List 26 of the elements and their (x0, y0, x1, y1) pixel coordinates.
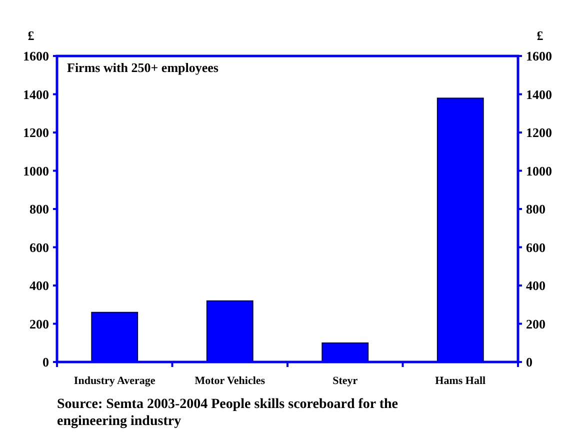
y2-tick-label: 600 (526, 240, 546, 255)
y2-tick-label: 200 (526, 316, 546, 332)
y-tick-label: 400 (30, 278, 49, 294)
y-tick-label: 0 (42, 354, 49, 370)
y2-tick-label: 1600 (526, 48, 552, 64)
annotation: Firms with 250+ employees (67, 60, 218, 75)
x-tick-label: Industry Average (74, 375, 156, 387)
y-tick-label: 1200 (23, 125, 49, 140)
y-tick-label: 1600 (23, 48, 49, 64)
y2-tick-label: 400 (526, 278, 546, 294)
x-tick-label: Motor Vehicles (194, 375, 266, 387)
y2-axis-title: £ (536, 28, 544, 43)
y2-tick-label: 1000 (526, 163, 552, 178)
y-tick-label: 600 (30, 240, 49, 255)
y2-tick-label: 1400 (526, 86, 552, 102)
y-tick-label: 200 (30, 316, 49, 332)
y-tick-label: 1400 (23, 86, 49, 102)
x-tick-label: Hams Hall (435, 375, 486, 387)
y-axis-title: £ (28, 28, 35, 43)
x-tick-label: Steyr (332, 375, 358, 387)
y-tick-label: 800 (30, 202, 49, 217)
y2-tick-label: 800 (526, 202, 546, 217)
y2-tick-label: 1200 (526, 125, 552, 140)
y-tick-label: 1000 (23, 163, 49, 178)
source-note: Source: Semta 2003-2004 People skills scoreboard for the engineering industry (57, 397, 398, 429)
y2-tick-label: 0 (526, 354, 532, 370)
